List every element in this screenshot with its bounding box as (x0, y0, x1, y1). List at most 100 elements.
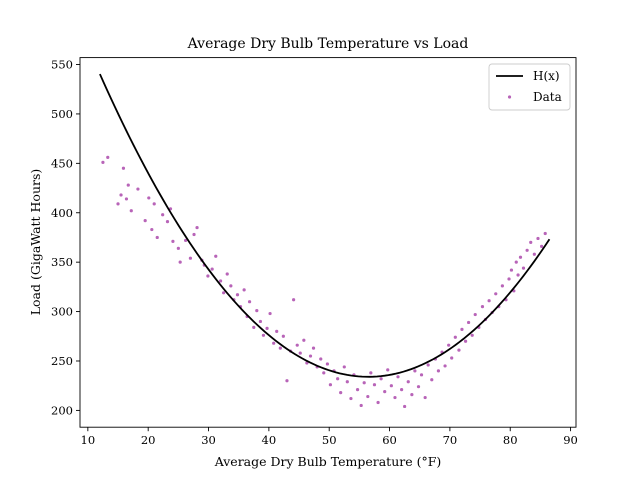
data-point (106, 155, 110, 160)
y-tick-label: 550 (51, 58, 73, 72)
data-point (342, 365, 346, 369)
data-point (416, 385, 421, 389)
data-point (345, 380, 349, 384)
data-point (184, 238, 188, 243)
data-point (366, 394, 370, 399)
legend: H(x) Data (488, 63, 571, 111)
data-point (152, 202, 156, 206)
legend-label-fit: H(x) (533, 69, 560, 83)
data-point (147, 196, 151, 200)
data-point (507, 277, 511, 281)
data-point (161, 213, 165, 217)
x-tick-label: 90 (563, 433, 578, 447)
x-tick-label: 70 (443, 433, 458, 447)
data-point (443, 364, 447, 368)
data-point (176, 246, 180, 250)
data-point (292, 298, 296, 302)
data-point (389, 384, 393, 388)
data-point (470, 333, 474, 337)
data-point (413, 369, 417, 373)
data-point (494, 292, 498, 296)
data-point (396, 375, 400, 379)
data-point (143, 219, 147, 223)
data-point (206, 274, 210, 278)
data-point (261, 333, 266, 337)
data-point (116, 202, 120, 206)
data-point (400, 388, 404, 392)
data-point (386, 368, 390, 372)
data-point (101, 160, 105, 164)
data-point (480, 305, 485, 309)
data-point (188, 256, 193, 260)
data-point (195, 225, 199, 230)
data-point (419, 373, 424, 377)
y-tick-label: 450 (51, 156, 73, 170)
x-tick-label: 40 (262, 433, 277, 447)
data-point (410, 392, 414, 397)
data-point (328, 383, 333, 387)
data-point (136, 187, 140, 191)
x-tick-label: 30 (201, 433, 216, 447)
data-point (119, 193, 123, 197)
data-point (466, 320, 471, 325)
data-point (372, 383, 377, 387)
data-point (518, 255, 523, 259)
data-point (403, 404, 407, 409)
data-point (258, 319, 263, 324)
data-point (359, 403, 363, 408)
data-point (165, 220, 170, 224)
data-point (235, 293, 240, 297)
data-point (210, 267, 214, 271)
x-tick-label: 10 (81, 433, 96, 447)
data-point (218, 279, 223, 283)
y-tick-label: 200 (51, 403, 73, 417)
data-point (214, 254, 218, 258)
data-point (379, 377, 383, 381)
data-point (406, 380, 410, 384)
data-point (369, 371, 373, 375)
data-point (272, 341, 276, 345)
data-point (126, 183, 130, 187)
data-point (463, 339, 468, 343)
y-axis-label: Load (GigaWatt Hours) (28, 169, 43, 316)
data-point (393, 395, 397, 400)
data-point (308, 354, 313, 358)
data-point (295, 343, 299, 347)
x-tick-label: 20 (141, 433, 156, 447)
data-point (171, 239, 175, 244)
data-point (322, 371, 326, 375)
fit-line (99, 73, 551, 378)
data-point (376, 400, 380, 405)
data-point (275, 329, 279, 333)
x-axis-ticks: 10 20 30 40 50 60 70 80 90 (81, 427, 578, 447)
y-tick-label: 400 (51, 206, 73, 220)
data-point (178, 260, 182, 264)
y-tick-label: 300 (51, 305, 73, 319)
data-point (325, 362, 329, 366)
data-point (457, 348, 461, 352)
data-point (529, 240, 533, 244)
data-point (516, 273, 520, 277)
data-point (247, 300, 252, 304)
data-point (436, 369, 441, 373)
data-point (487, 299, 491, 303)
data-point (281, 334, 285, 338)
data-point (509, 268, 514, 272)
data-point (278, 346, 282, 350)
data-point (268, 311, 272, 316)
plot-frame (79, 57, 577, 428)
data-point (521, 266, 526, 270)
data-point (383, 390, 387, 394)
data-point (473, 312, 477, 317)
data-point (229, 284, 233, 288)
x-tick-label: 50 (322, 433, 337, 447)
data-point (150, 227, 154, 232)
data-point (311, 346, 316, 350)
y-tick-label: 350 (51, 255, 73, 269)
chart-title: Average Dry Bulb Temperature vs Load (187, 36, 469, 52)
data-point (302, 338, 306, 342)
data-point (453, 335, 457, 339)
y-axis-ticks: 200 250 300 350 400 450 500 550 (51, 58, 80, 417)
data-point (265, 326, 269, 330)
